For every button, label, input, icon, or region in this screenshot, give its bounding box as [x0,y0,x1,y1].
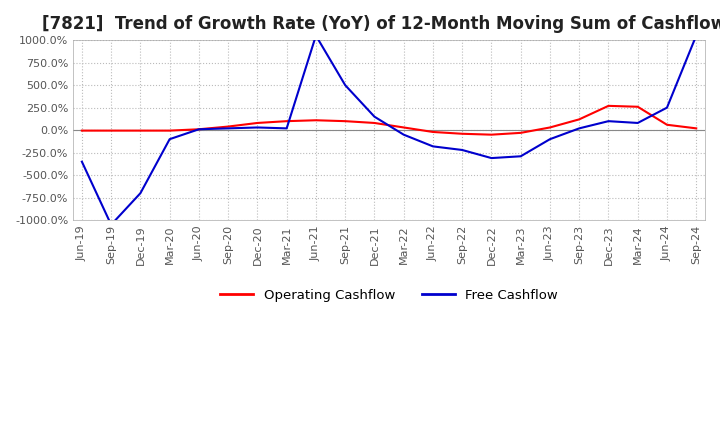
Title: [7821]  Trend of Growth Rate (YoY) of 12-Month Moving Sum of Cashflows: [7821] Trend of Growth Rate (YoY) of 12-… [42,15,720,33]
Legend: Operating Cashflow, Free Cashflow: Operating Cashflow, Free Cashflow [215,284,563,307]
